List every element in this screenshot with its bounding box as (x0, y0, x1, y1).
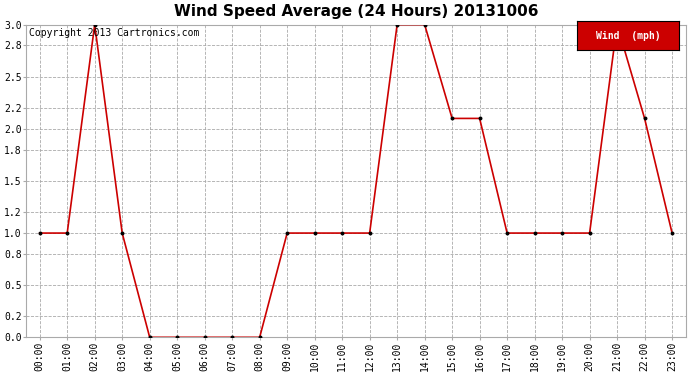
Point (117, 230, 128, 236)
Point (611, 22, 622, 28)
Point (61, 230, 72, 236)
Point (89, 22, 100, 28)
Point (254, 334, 265, 340)
Point (199, 334, 210, 340)
Point (557, 230, 568, 236)
Point (446, 116, 457, 122)
Point (34, 230, 46, 236)
Point (172, 334, 183, 340)
Point (419, 22, 430, 28)
Text: Copyright 2013 Cartronics.com: Copyright 2013 Cartronics.com (29, 28, 199, 38)
Title: Wind Speed Average (24 Hours) 20131006: Wind Speed Average (24 Hours) 20131006 (174, 4, 538, 19)
Point (529, 230, 540, 236)
Point (144, 334, 155, 340)
Point (667, 230, 678, 236)
Point (392, 22, 403, 28)
Point (584, 230, 595, 236)
Point (337, 230, 348, 236)
Point (282, 230, 293, 236)
Point (502, 230, 513, 236)
Point (226, 334, 237, 340)
Point (309, 230, 320, 236)
Point (364, 230, 375, 236)
Point (474, 116, 485, 122)
Point (639, 116, 650, 122)
